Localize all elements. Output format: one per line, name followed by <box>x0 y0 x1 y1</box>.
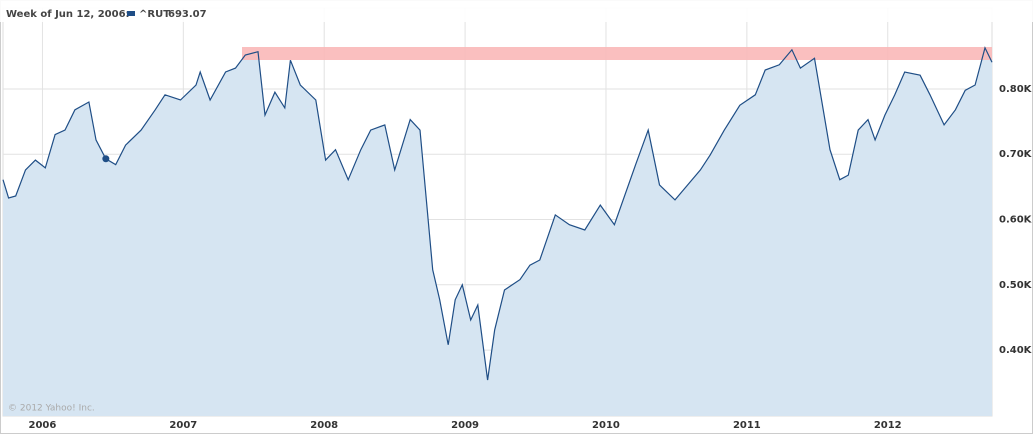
y-tick-label: 0.80K <box>999 84 1033 95</box>
y-tick-label: 0.60K <box>999 215 1033 226</box>
x-tick-label: 2009 <box>451 420 479 431</box>
y-tick-label: 0.70K <box>999 149 1033 160</box>
x-tick-label: 2007 <box>169 420 197 431</box>
legend-name: ^RUT <box>139 9 170 20</box>
line <box>2 46 993 381</box>
header-bg <box>0 0 1033 22</box>
x-tick-label: 2011 <box>733 420 761 431</box>
x-tick-label: 2012 <box>874 420 902 431</box>
hover-point <box>102 155 110 163</box>
hover-label: Week of Jun 12, 2006: <box>6 9 130 20</box>
credit: © 2012 Yahoo! Inc. <box>8 404 95 414</box>
y-tick-label: 0.40K <box>999 345 1033 356</box>
area <box>3 47 992 417</box>
x-tick-label: 2008 <box>310 420 338 431</box>
legend-swatch <box>127 11 135 16</box>
legend-value: 693.07 <box>168 9 207 20</box>
highlight-band <box>242 47 992 60</box>
x-tick-label: 2010 <box>592 420 620 431</box>
x-tick-label: 2006 <box>29 420 57 431</box>
y-tick-label: 0.50K <box>999 280 1033 291</box>
